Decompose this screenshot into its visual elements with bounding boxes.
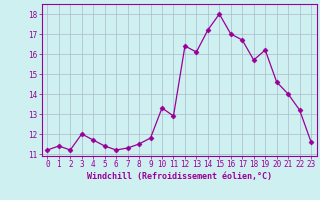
X-axis label: Windchill (Refroidissement éolien,°C): Windchill (Refroidissement éolien,°C): [87, 172, 272, 181]
